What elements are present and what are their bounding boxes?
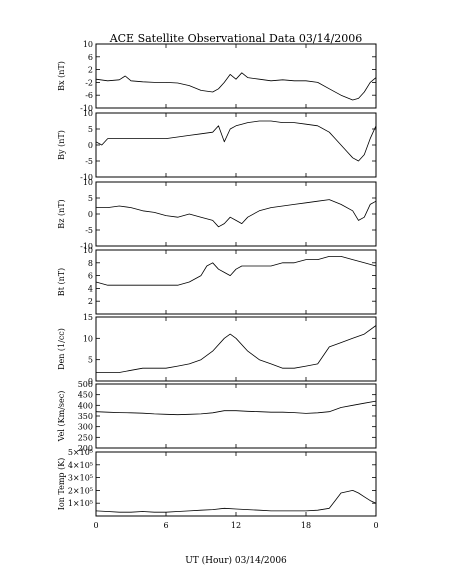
y-tick-label: 400 [78, 401, 93, 410]
y-tick-label: 5×10⁵ [68, 448, 93, 457]
series-line-temp [95, 490, 377, 513]
y-tick-label: 300 [78, 423, 93, 432]
y-tick-label: 10 [83, 109, 93, 118]
y-tick-label: 450 [78, 391, 93, 400]
y-tick-label: 500 [78, 380, 93, 389]
y-tick-label: -10 [80, 173, 93, 182]
y-tick-label: 3×10⁵ [68, 474, 93, 483]
y-axis-label: Den (1/cc) [57, 328, 66, 370]
y-tick-label: 350 [78, 412, 93, 421]
panel-bt: 10 8 6 4 2 Bt (nT) [57, 246, 377, 315]
y-tick-label: 0 [88, 141, 93, 150]
y-tick-label: 10 [83, 40, 93, 49]
x-axis: 0 6 12 18 0 [93, 521, 378, 530]
y-tick-label: -2 [85, 78, 93, 87]
y-tick-label: 5 [88, 194, 93, 203]
y-tick-label: 10 [83, 178, 93, 187]
y-tick-label: -10 [80, 242, 93, 251]
y-tick-label: 6 [88, 272, 93, 281]
y-tick-label: 4 [88, 284, 93, 293]
x-tick-label: 6 [163, 521, 168, 530]
y-tick-label: 1×10⁵ [68, 499, 93, 508]
y-tick-label: 0 [88, 210, 93, 219]
x-tick-label: 12 [231, 521, 241, 530]
y-tick-label: 250 [78, 433, 93, 442]
y-tick-label: 2 [88, 297, 93, 306]
panel-frame [95, 43, 377, 109]
y-axis-label: Vel (Km/sec) [57, 391, 66, 443]
panel-frame [95, 451, 377, 517]
series-line-bz [96, 199, 377, 228]
y-tick-label: -5 [85, 226, 93, 235]
series-line-by [95, 120, 377, 162]
panel-frame [95, 383, 377, 449]
y-tick-label: 8 [88, 259, 93, 268]
y-tick-label: 4×10⁵ [68, 461, 93, 470]
x-tick-label: 0 [93, 521, 98, 530]
y-tick-label: 0 [88, 377, 93, 386]
y-tick-label: 10 [83, 334, 93, 343]
y-tick-label: 2×10⁵ [68, 486, 93, 495]
series-line-bx [95, 72, 377, 101]
y-tick-label: 5 [88, 356, 93, 365]
y-tick-label: -5 [85, 157, 93, 166]
y-axis-label: Bz (nT) [57, 199, 66, 228]
y-axis-label: Ion Temp (K) [57, 458, 66, 511]
panel-bx: 10 6 2 -2 -6 -10 Bx (nT) [57, 40, 377, 113]
panel-den: 15 10 5 0 Den (1/cc) [57, 313, 377, 386]
y-tick-label: -6 [85, 91, 93, 100]
chart-title: ACE Satellite Observational Data 03/14/2… [109, 32, 363, 45]
y-axis-label: Bt (nT) [57, 268, 66, 296]
panel-by: 10 5 0 -5 -10 By (nT) [57, 109, 377, 182]
x-axis-label: UT (Hour) 03/14/2006 [185, 555, 287, 566]
y-tick-label: 200 [78, 444, 93, 453]
panel-frame [95, 181, 377, 247]
y-axis-label: Bx (nT) [57, 61, 66, 91]
panels: 10 6 2 -2 -6 -10 Bx (nT) 10 5 0 -5 -10 By (nT) 10 5 0 -5… [57, 40, 377, 517]
series-line-vel [95, 400, 377, 416]
y-tick-label: 15 [83, 313, 93, 322]
y-axis-label: By (nT) [57, 130, 66, 160]
x-tick-label: 0 [373, 521, 378, 530]
y-tick-label: 6 [88, 53, 93, 62]
y-tick-label: -10 [80, 104, 93, 113]
panel-frame [95, 112, 377, 178]
y-tick-label: 10 [83, 246, 93, 255]
x-tick-label: 18 [301, 521, 311, 530]
series-line-bt [95, 255, 377, 286]
panel-frame [95, 316, 377, 382]
y-tick-label: 5 [88, 125, 93, 134]
series-line-den [96, 325, 377, 373]
y-tick-label: 2 [88, 66, 93, 75]
panel-bz: 10 5 0 -5 -10 Bz (nT) [57, 178, 377, 251]
panel-frame [95, 249, 377, 315]
